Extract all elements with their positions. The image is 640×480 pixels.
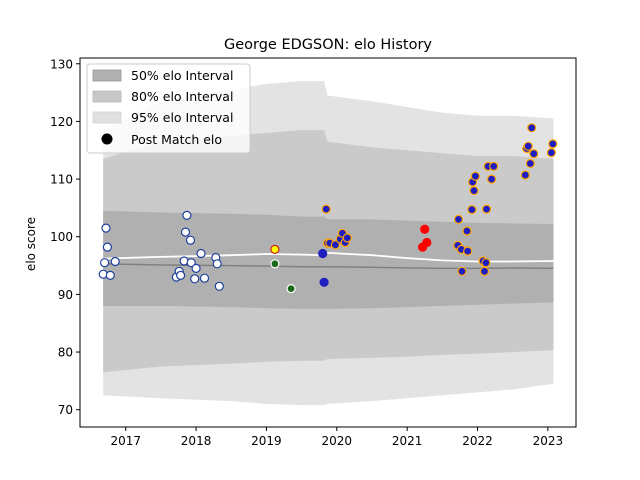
- axes-frame: [79, 57, 577, 428]
- post-match-point: [101, 223, 111, 233]
- post-match-point: [520, 170, 530, 180]
- post-match-point: [319, 277, 329, 287]
- post-match-point: [270, 244, 280, 254]
- post-match-point: [321, 204, 331, 214]
- post-match-point: [489, 161, 499, 171]
- post-match-point: [469, 186, 479, 196]
- x-tick-label: 2018: [181, 434, 212, 448]
- y-tick-label: 80: [58, 346, 73, 360]
- post-match-point: [462, 226, 472, 236]
- legend-entry-post-match: Post Match elo: [101, 132, 222, 147]
- legend-swatch-50: [92, 69, 122, 82]
- post-match-point: [529, 149, 539, 159]
- post-match-point: [191, 263, 201, 273]
- post-match-point: [453, 214, 464, 224]
- legend-label-50: 50% elo Interval: [131, 68, 233, 83]
- post-match-point: [186, 258, 196, 268]
- median-elo-line: [103, 263, 554, 270]
- legend-swatch-80: [92, 90, 122, 103]
- post-match-point: [523, 141, 533, 151]
- post-match-point: [467, 205, 477, 215]
- post-match-point: [330, 240, 340, 250]
- post-match-point: [182, 210, 192, 220]
- x-tick-label: 2017: [110, 434, 141, 448]
- post-match-point: [342, 233, 352, 243]
- post-match-point: [110, 256, 120, 267]
- post-match-point: [180, 227, 191, 237]
- legend-label-post-match: Post Match elo: [131, 132, 222, 147]
- legend: 50% elo Interval 80% elo Interval 95% el…: [86, 63, 251, 154]
- y-axis-ticks: 70 80 90 100 110 120 130: [50, 57, 80, 417]
- legend-swatch-95: [92, 111, 122, 124]
- post-match-point: [102, 242, 113, 252]
- y-tick-label: 120: [50, 115, 73, 129]
- x-tick-label: 2023: [533, 434, 564, 448]
- post-match-point: [318, 248, 328, 259]
- post-match-point: [420, 224, 430, 234]
- post-match-point: [525, 158, 535, 169]
- post-match-point: [481, 258, 491, 268]
- x-tick-label: 2019: [251, 434, 282, 448]
- legend-box: [86, 63, 251, 154]
- y-tick-label: 100: [50, 230, 73, 244]
- post-match-point: [190, 274, 200, 284]
- y-tick-label: 110: [50, 173, 73, 187]
- post-match-point: [196, 248, 206, 259]
- y-tick-label: 70: [58, 403, 73, 417]
- post-match-point: [470, 171, 480, 181]
- x-axis-ticks: 2017 2018 2019 2020 2021 2022 2023: [110, 427, 563, 448]
- legend-label-95: 95% elo Interval: [131, 110, 233, 125]
- plot-area: [98, 81, 558, 406]
- legend-label-80: 80% elo Interval: [131, 89, 233, 104]
- post-match-point: [176, 270, 186, 280]
- post-match-point: [212, 259, 222, 269]
- x-tick-label: 2021: [392, 434, 423, 448]
- post-match-point: [548, 139, 558, 149]
- legend-entry-80: 80% elo Interval: [92, 89, 233, 104]
- post-match-point: [527, 123, 537, 133]
- post-match-point: [546, 148, 557, 158]
- post-match-point: [479, 266, 490, 276]
- y-tick-label: 90: [58, 288, 73, 302]
- post-match-point: [105, 270, 115, 280]
- x-tick-label: 2020: [322, 434, 353, 448]
- post-match-point: [270, 259, 280, 269]
- legend-marker-post-match: [101, 133, 113, 145]
- post-match-point: [482, 204, 492, 214]
- legend-entry-95: 95% elo Interval: [92, 110, 233, 125]
- post-match-point: [422, 237, 432, 248]
- post-match-point: [487, 174, 497, 184]
- y-axis-label: elo score: [24, 217, 38, 271]
- y-tick-label: 130: [50, 57, 73, 71]
- x-tick-label: 2022: [462, 434, 493, 448]
- post-match-point: [99, 258, 110, 268]
- post-match-point: [457, 266, 467, 276]
- post-match-point: [199, 273, 210, 283]
- expected-elo-line: [103, 251, 554, 263]
- post-match-point: [214, 281, 224, 291]
- chart-title: George EDGSON: elo History: [224, 37, 432, 53]
- legend-entry-50: 50% elo Interval: [92, 68, 233, 83]
- post-match-point: [463, 246, 473, 256]
- post-match-point: [286, 284, 296, 294]
- post-match-point: [185, 235, 196, 245]
